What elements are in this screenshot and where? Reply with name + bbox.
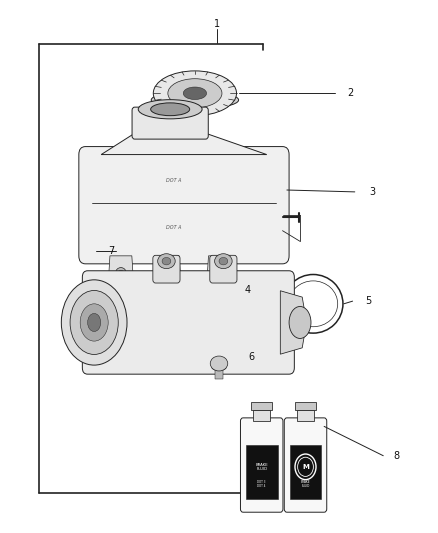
Ellipse shape — [179, 288, 193, 298]
Polygon shape — [212, 358, 226, 372]
Ellipse shape — [129, 288, 155, 309]
FancyBboxPatch shape — [284, 418, 327, 512]
Circle shape — [295, 454, 316, 480]
Ellipse shape — [80, 304, 108, 341]
Ellipse shape — [116, 268, 126, 278]
Ellipse shape — [61, 280, 127, 365]
Text: BRAKE
FLUID: BRAKE FLUID — [301, 480, 310, 488]
Ellipse shape — [183, 87, 207, 100]
Ellipse shape — [118, 270, 124, 276]
Polygon shape — [101, 120, 267, 155]
Bar — [295, 402, 316, 410]
Ellipse shape — [70, 290, 118, 354]
Ellipse shape — [219, 257, 228, 265]
Ellipse shape — [163, 268, 173, 278]
Text: DOT 3
DOT 4: DOT 3 DOT 4 — [258, 480, 266, 488]
Text: 7: 7 — [109, 246, 115, 255]
Polygon shape — [156, 256, 180, 290]
Bar — [215, 370, 223, 379]
Ellipse shape — [158, 254, 175, 269]
Ellipse shape — [217, 270, 222, 276]
FancyBboxPatch shape — [79, 147, 289, 264]
FancyBboxPatch shape — [240, 418, 283, 512]
Polygon shape — [207, 256, 232, 290]
Text: 2: 2 — [347, 88, 353, 98]
Ellipse shape — [215, 254, 232, 269]
Text: M: M — [302, 464, 309, 470]
Text: 5: 5 — [365, 296, 371, 306]
Text: DOT A: DOT A — [166, 225, 182, 230]
Ellipse shape — [88, 313, 101, 332]
Bar — [251, 402, 272, 410]
Ellipse shape — [151, 91, 239, 109]
Ellipse shape — [151, 103, 190, 116]
Polygon shape — [109, 256, 133, 290]
FancyBboxPatch shape — [153, 255, 180, 283]
Bar — [290, 445, 321, 499]
Text: BRAKE
FLUID: BRAKE FLUID — [255, 463, 268, 471]
Ellipse shape — [210, 356, 228, 371]
Ellipse shape — [162, 257, 171, 265]
Text: 4: 4 — [244, 286, 251, 295]
Ellipse shape — [121, 282, 163, 314]
Text: 6: 6 — [249, 352, 255, 362]
Polygon shape — [280, 291, 307, 354]
Text: 1: 1 — [214, 19, 220, 29]
Ellipse shape — [166, 270, 171, 276]
Text: DOT A: DOT A — [166, 179, 182, 183]
Ellipse shape — [214, 268, 225, 278]
FancyBboxPatch shape — [82, 271, 294, 374]
Ellipse shape — [153, 71, 237, 116]
Ellipse shape — [138, 100, 202, 119]
Text: 3: 3 — [369, 187, 375, 197]
FancyBboxPatch shape — [132, 107, 208, 139]
Ellipse shape — [165, 277, 207, 309]
Ellipse shape — [168, 79, 222, 108]
Bar — [297, 410, 314, 421]
Bar — [246, 445, 278, 499]
Ellipse shape — [173, 283, 199, 303]
Ellipse shape — [289, 306, 311, 338]
Ellipse shape — [135, 293, 149, 304]
FancyBboxPatch shape — [210, 255, 237, 283]
Text: 8: 8 — [393, 451, 399, 461]
Bar — [253, 410, 270, 421]
